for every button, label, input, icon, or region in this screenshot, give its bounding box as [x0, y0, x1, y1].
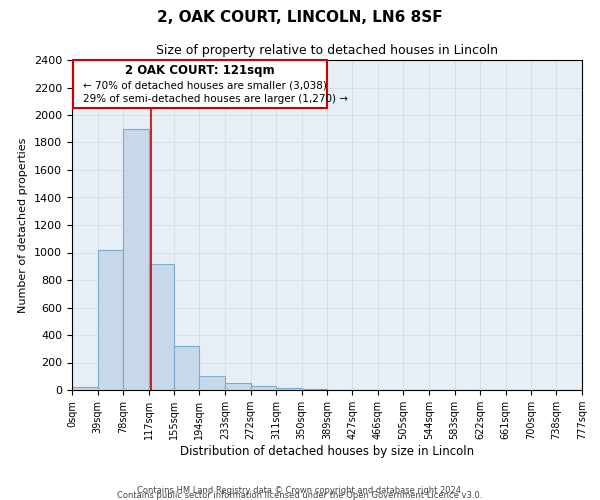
Text: 2, OAK COURT, LINCOLN, LN6 8SF: 2, OAK COURT, LINCOLN, LN6 8SF: [157, 10, 443, 25]
Bar: [225, 383, 251, 390]
Bar: [199, 376, 225, 390]
Title: Size of property relative to detached houses in Lincoln: Size of property relative to detached ho…: [156, 44, 498, 58]
X-axis label: Distribution of detached houses by size in Lincoln: Distribution of detached houses by size …: [180, 445, 474, 458]
Bar: [72, 387, 98, 390]
Bar: [174, 346, 199, 390]
Text: Contains public sector information licensed under the Open Government Licence v3: Contains public sector information licen…: [118, 491, 482, 500]
Bar: [98, 250, 123, 390]
Bar: [149, 264, 174, 390]
Bar: [276, 388, 302, 390]
Text: Contains HM Land Registry data © Crown copyright and database right 2024.: Contains HM Land Registry data © Crown c…: [137, 486, 463, 495]
Y-axis label: Number of detached properties: Number of detached properties: [19, 138, 28, 312]
Bar: [251, 386, 276, 390]
Bar: [123, 128, 149, 390]
